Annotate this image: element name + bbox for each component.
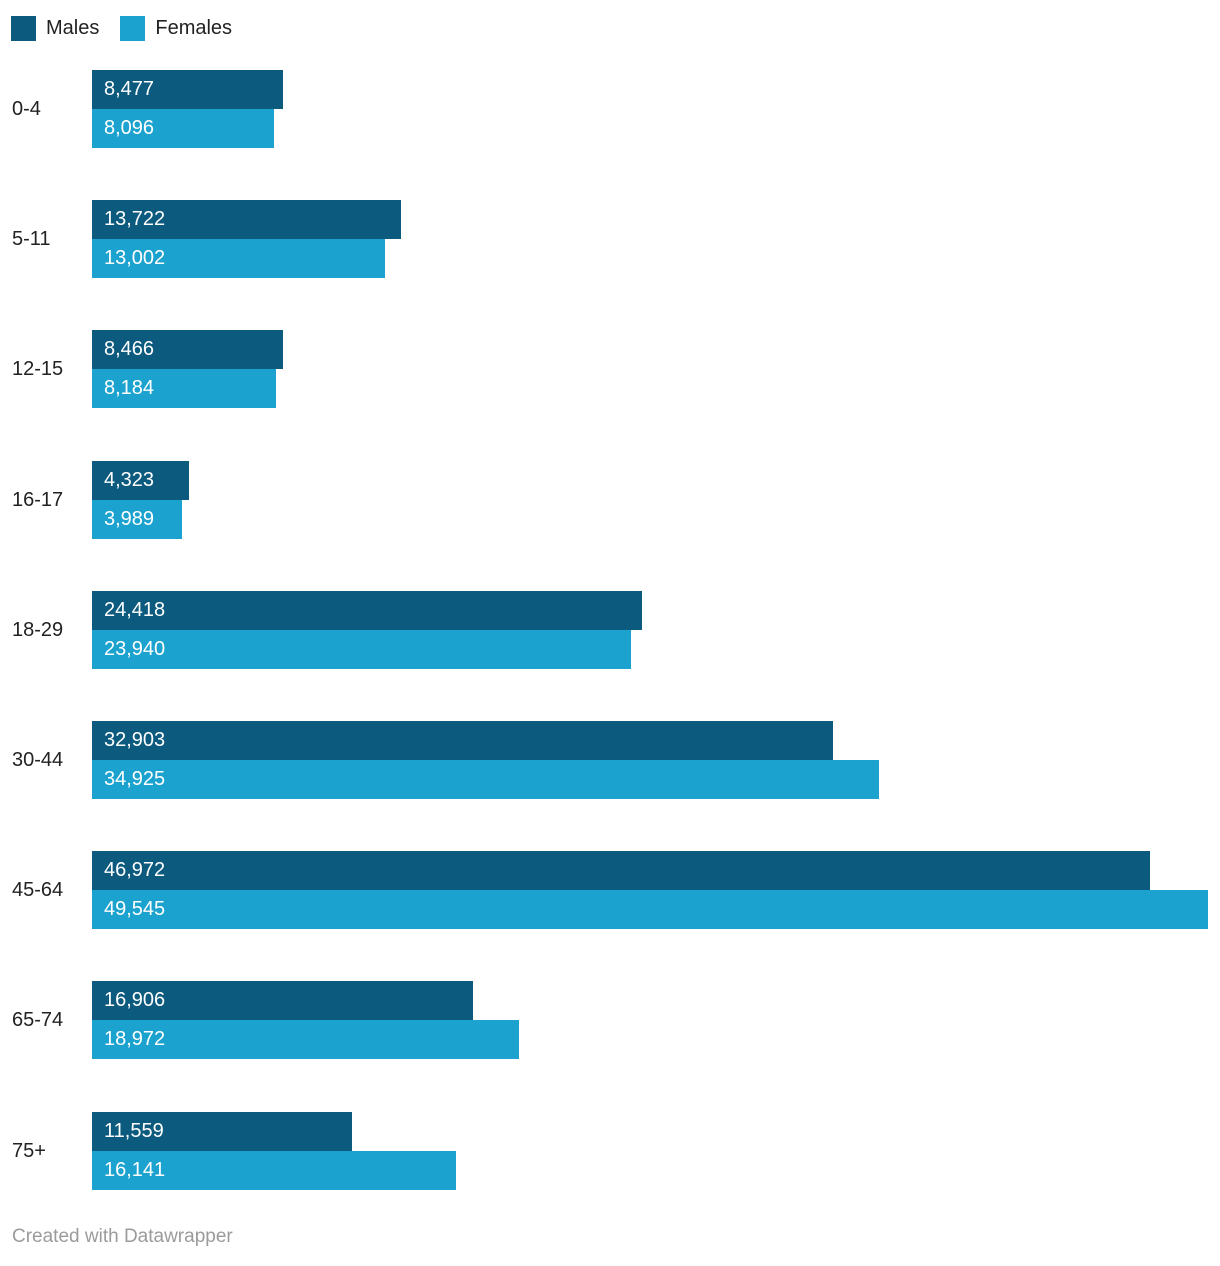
bar-value-label: 3,989 bbox=[104, 508, 155, 530]
chart-row-45-64: 45-64 46,972 49,545 bbox=[0, 851, 1220, 929]
chart-row-18-29: 18-29 24,418 23,940 bbox=[0, 591, 1220, 669]
legend-label-males: Males bbox=[46, 17, 100, 39]
category-label: 12-15 bbox=[12, 357, 64, 380]
attribution-text: Created with Datawrapper bbox=[12, 1226, 233, 1247]
bar-value-label: 8,466 bbox=[104, 338, 155, 360]
females-bar: 18,972 bbox=[92, 1020, 519, 1059]
category-label: 18-29 bbox=[12, 618, 64, 641]
bar-value-label: 13,722 bbox=[104, 208, 166, 230]
bar-value-label: 8,184 bbox=[104, 377, 155, 399]
category-label: 30-44 bbox=[12, 748, 64, 771]
females-bar: 34,925 bbox=[92, 760, 879, 799]
chart-row-65-74: 65-74 16,906 18,972 bbox=[0, 981, 1220, 1059]
category-label: 16-17 bbox=[12, 488, 64, 511]
males-bar: 46,972 bbox=[92, 851, 1150, 890]
bar-value-label: 24,418 bbox=[104, 599, 166, 621]
females-bar: 23,940 bbox=[92, 630, 631, 669]
males-bar: 24,418 bbox=[92, 591, 642, 630]
females-bar: 8,184 bbox=[92, 369, 276, 408]
legend-item-females: Females bbox=[120, 16, 232, 41]
males-color-swatch bbox=[11, 16, 36, 41]
females-bar: 16,141 bbox=[92, 1151, 456, 1190]
chart-row-16-17: 16-17 4,323 3,989 bbox=[0, 461, 1220, 539]
females-bar: 13,002 bbox=[92, 239, 385, 278]
females-color-swatch bbox=[120, 16, 146, 41]
legend-item-males: Males bbox=[11, 16, 99, 41]
bar-value-label: 11,559 bbox=[104, 1120, 164, 1142]
legend: Males Females bbox=[11, 16, 232, 41]
bar-value-label: 34,925 bbox=[104, 768, 166, 790]
category-label: 75+ bbox=[12, 1139, 46, 1162]
category-label: 65-74 bbox=[12, 1008, 64, 1031]
males-bar: 11,559 bbox=[92, 1112, 352, 1151]
males-bar: 4,323 bbox=[92, 461, 189, 500]
legend-label-females: Females bbox=[155, 17, 233, 39]
bar-value-label: 46,972 bbox=[104, 859, 166, 881]
males-bar: 8,466 bbox=[92, 330, 283, 369]
category-label: 0-4 bbox=[12, 97, 41, 120]
bar-value-label: 18,972 bbox=[104, 1028, 166, 1050]
chart-row-75+: 75+ 11,559 16,141 bbox=[0, 1112, 1220, 1190]
bar-value-label: 16,141 bbox=[104, 1159, 166, 1181]
chart-row-0-4: 0-4 8,477 8,096 bbox=[0, 70, 1220, 148]
females-bar: 3,989 bbox=[92, 500, 182, 539]
males-bar: 13,722 bbox=[92, 200, 401, 239]
bar-value-label: 32,903 bbox=[104, 729, 166, 751]
bar-value-label: 49,545 bbox=[104, 898, 166, 920]
females-bar: 8,096 bbox=[92, 109, 274, 148]
category-label: 5-11 bbox=[12, 227, 51, 250]
bar-value-label: 23,940 bbox=[104, 638, 166, 660]
chart-row-30-44: 30-44 32,903 34,925 bbox=[0, 721, 1220, 799]
bar-value-label: 4,323 bbox=[104, 469, 155, 491]
males-bar: 8,477 bbox=[92, 70, 283, 109]
chart-row-5-11: 5-11 13,722 13,002 bbox=[0, 200, 1220, 278]
bar-value-label: 8,477 bbox=[104, 78, 155, 100]
bar-value-label: 8,096 bbox=[104, 117, 155, 139]
females-bar: 49,545 bbox=[92, 890, 1208, 929]
bar-value-label: 16,906 bbox=[104, 989, 166, 1011]
males-bar: 32,903 bbox=[92, 721, 833, 760]
category-label: 45-64 bbox=[12, 878, 64, 901]
bar-value-label: 13,002 bbox=[104, 247, 166, 269]
chart-row-12-15: 12-15 8,466 8,184 bbox=[0, 330, 1220, 408]
males-bar: 16,906 bbox=[92, 981, 473, 1020]
